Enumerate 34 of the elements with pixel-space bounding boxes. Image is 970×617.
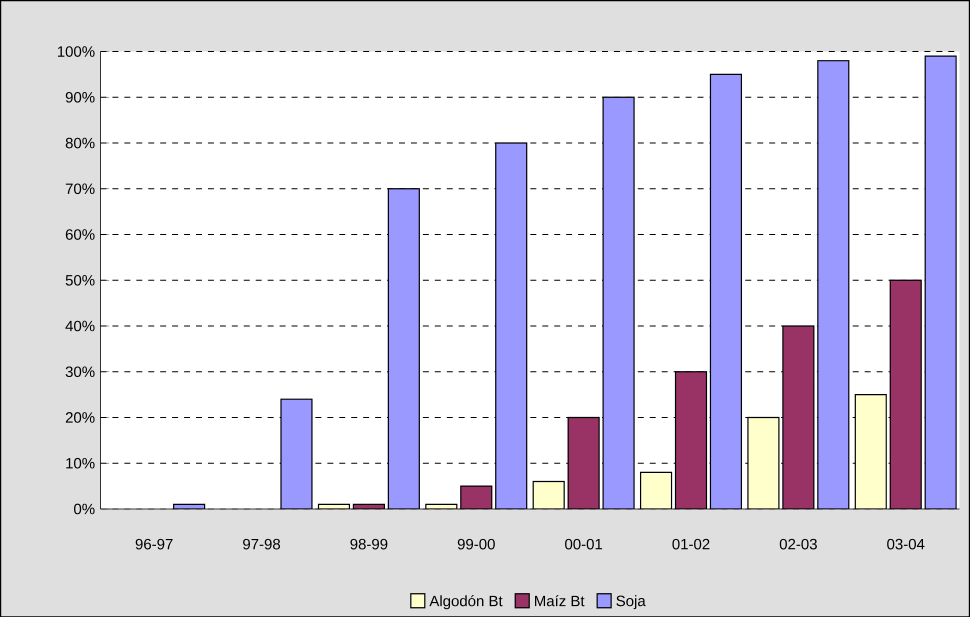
bar — [495, 142, 528, 509]
x-tick-label: 02-03 — [780, 538, 817, 550]
y-tick-label: 0% — [74, 503, 95, 514]
y-tick-label: 20% — [66, 412, 95, 423]
bar — [602, 96, 635, 509]
y-tick-label: 100% — [58, 46, 95, 57]
bar — [460, 485, 492, 509]
bar — [388, 188, 420, 509]
x-tick-label: 99-00 — [458, 538, 495, 550]
bar — [924, 55, 957, 509]
y-tick-label: 30% — [66, 366, 95, 377]
y-tick-label: 10% — [66, 458, 95, 468]
y-tick-label: 90% — [66, 92, 95, 102]
x-tick-label: 01-02 — [672, 538, 710, 550]
legend-label: Soja — [616, 594, 646, 609]
x-tick-label: 00-01 — [565, 538, 602, 550]
x-tick-label: 97-98 — [243, 538, 280, 550]
bar — [280, 398, 313, 509]
bar — [568, 416, 600, 509]
y-tick-label: 60% — [66, 228, 95, 240]
bar — [782, 325, 814, 509]
y-tick-label: 50% — [66, 274, 95, 286]
x-tick-label: 96-97 — [136, 538, 173, 550]
y-tick-label: 70% — [66, 183, 95, 194]
x-tick-label: 98-99 — [350, 538, 388, 550]
bar — [817, 60, 850, 509]
y-tick-label: 80% — [66, 138, 95, 148]
legend-label: Maíz Bt — [535, 594, 584, 606]
legend-label: Algodón Bt — [429, 594, 503, 610]
bar — [710, 74, 742, 509]
x-tick-label: 03-04 — [887, 538, 924, 550]
y-tick-label: 40% — [65, 320, 95, 332]
bar — [674, 370, 708, 509]
bar — [890, 279, 922, 509]
